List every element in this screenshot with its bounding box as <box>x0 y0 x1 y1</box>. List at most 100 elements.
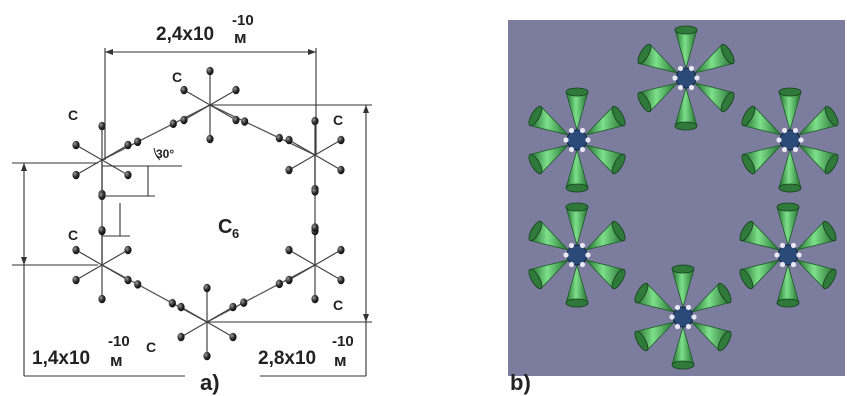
carbon-atom <box>311 187 319 196</box>
hydrogen-atom <box>691 314 697 320</box>
atom-label-lower-right: C <box>333 297 343 313</box>
carbon-atom <box>229 332 237 342</box>
cone-cap <box>565 202 589 212</box>
bond-atoms <box>98 117 319 308</box>
carbon-atom <box>337 245 345 255</box>
carbon-atom <box>285 275 293 285</box>
center-subscript: 6 <box>232 226 239 241</box>
cone-cap <box>824 105 839 127</box>
hydrogen-atom <box>776 137 782 143</box>
hydrogen-atom <box>781 146 788 153</box>
spoke-line <box>209 89 237 106</box>
carbon-atom <box>203 283 211 293</box>
carbon-star-node <box>285 116 345 194</box>
molecule <box>739 202 837 308</box>
hydrogen-atom <box>798 137 804 143</box>
carbon-atom <box>275 279 283 289</box>
spoke-line <box>101 159 129 176</box>
spoke-line <box>183 89 211 106</box>
cone-cap <box>776 298 800 308</box>
molecule-core <box>675 67 697 89</box>
carbon-atom <box>337 165 345 175</box>
hydrogen-atom <box>585 252 591 258</box>
hydrogen-atom <box>688 84 695 91</box>
carbon-atom <box>177 332 185 342</box>
carbon-atom <box>124 275 132 285</box>
hydrogen-atom <box>796 252 802 258</box>
cone-cap <box>611 105 626 127</box>
carbon-atom <box>98 226 106 235</box>
spoke-line <box>209 104 237 121</box>
spoke-line <box>314 249 342 266</box>
hydrogen-atom <box>779 242 786 249</box>
carbon-atom <box>134 137 142 147</box>
carbon-atom <box>72 245 80 255</box>
dimension-arrows <box>21 49 369 322</box>
hydrogen-atom <box>790 242 797 249</box>
cone-cap <box>778 87 802 97</box>
hydrogen-atom <box>568 261 575 268</box>
hydrogen-atom <box>781 127 788 134</box>
hydrogen-atom <box>568 127 575 134</box>
carbon-atom <box>337 135 345 145</box>
hydrogen-atom <box>568 242 575 249</box>
spoke-line <box>314 139 342 156</box>
cone-cap <box>634 282 649 304</box>
cone-cap <box>720 43 735 65</box>
carbon-atom <box>311 116 319 126</box>
cone-cap <box>717 330 732 352</box>
cone-cap <box>528 153 543 175</box>
carbon-atom <box>72 275 80 285</box>
molecule <box>637 25 735 131</box>
hydrogen-atom <box>585 137 591 143</box>
spoke-line <box>288 249 316 266</box>
cone-cap <box>565 298 589 308</box>
cone-cap <box>634 330 649 352</box>
hydrogen-atom <box>792 146 799 153</box>
carbon-atom <box>285 135 293 145</box>
carbon-atom <box>240 298 248 307</box>
hydrogen-atom <box>563 137 569 143</box>
molecule-core <box>777 244 799 266</box>
dimension-lines <box>12 48 372 377</box>
dimension-left-unit: м <box>110 351 123 370</box>
hydrogen-atom <box>694 75 700 81</box>
hydrogen-atom <box>674 323 681 330</box>
spoke-line <box>180 321 208 338</box>
spoke-line <box>101 249 129 266</box>
cone-cap <box>565 183 589 193</box>
spoke-line <box>75 264 103 281</box>
dimension-left-mantissa: 1,4x10 <box>32 348 90 369</box>
molecule <box>528 202 626 308</box>
dimension-left-exponent: -10 <box>108 333 130 350</box>
spoke-line <box>288 139 316 156</box>
hydrogen-atom <box>677 65 684 72</box>
carbon-atom <box>229 302 237 312</box>
cone-cap <box>739 220 754 242</box>
cone-cap <box>822 268 837 290</box>
atom-label-upper-left: C <box>68 107 78 123</box>
molecule <box>634 264 732 370</box>
atom-label-bottom: C <box>146 339 156 355</box>
molecule-core <box>672 306 694 328</box>
spoke-line <box>75 249 103 266</box>
carbon-atom <box>232 115 240 125</box>
cone-cap <box>611 268 626 290</box>
carbon-atom <box>337 275 345 285</box>
hydrogen-atom <box>790 261 797 268</box>
molecule-group <box>528 25 839 370</box>
dimension-right-mantissa: 2,8x10 <box>258 348 316 369</box>
hydrogen-atom <box>779 261 786 268</box>
spoke-line <box>183 104 211 121</box>
spoke-line <box>75 159 103 176</box>
hydrogen-atom <box>792 127 799 134</box>
dimension-right-unit: м <box>334 351 347 370</box>
panel-label-b: b) <box>510 370 531 395</box>
dimension-top-mantissa: 2,4x10 <box>156 24 214 45</box>
carbon-atom <box>72 140 80 150</box>
cone-cap <box>637 43 652 65</box>
carbon-atom <box>177 302 185 312</box>
carbon-atom <box>311 223 319 232</box>
spoke-line <box>314 154 342 171</box>
